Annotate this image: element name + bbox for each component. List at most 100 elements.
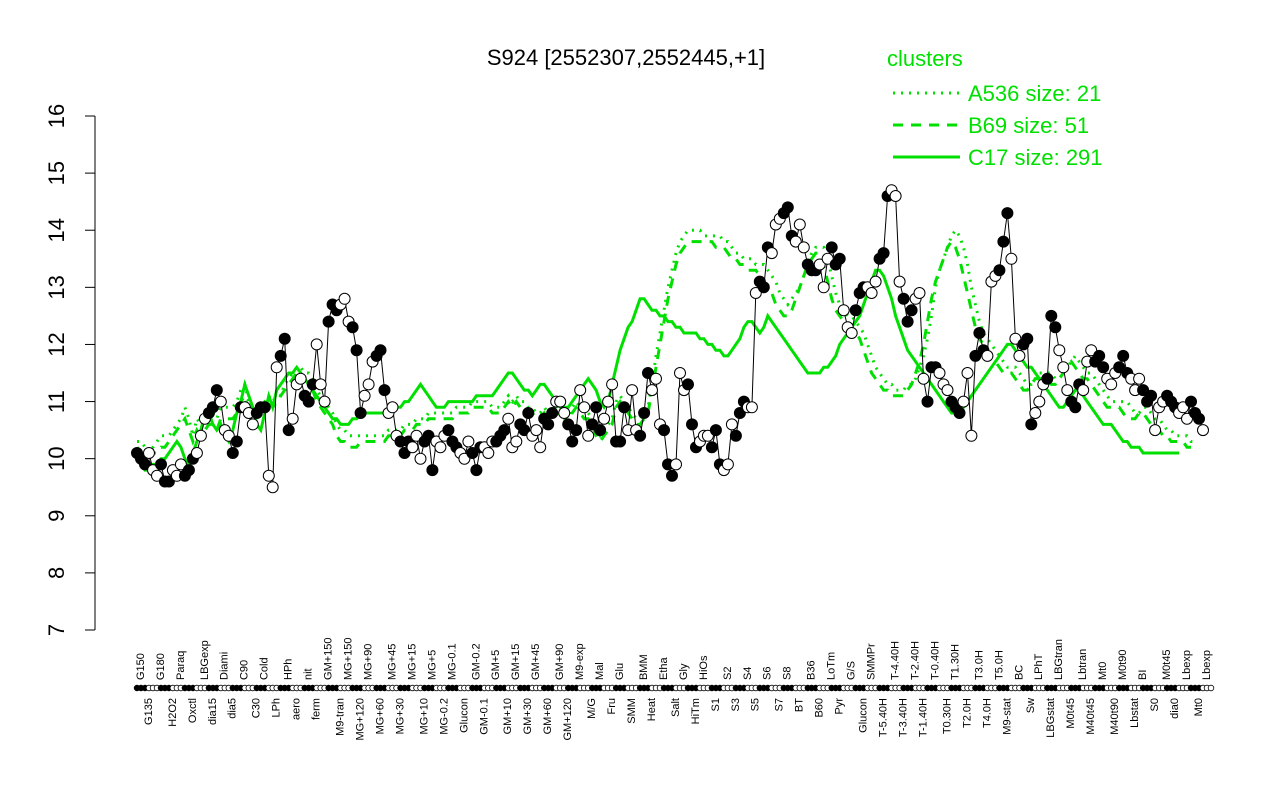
x-tick-label: dia15 bbox=[207, 698, 219, 725]
x-tick-label: M40t45 bbox=[1085, 698, 1097, 735]
data-point bbox=[1113, 361, 1126, 374]
data-point bbox=[725, 418, 738, 431]
x-tick-label: LBGexp bbox=[199, 640, 211, 680]
x-tick-label: dia5 bbox=[227, 698, 239, 719]
x-tick-label: Pyr bbox=[834, 698, 846, 715]
data-point bbox=[143, 447, 155, 459]
x-tick-label: Heat bbox=[646, 698, 658, 721]
data-point bbox=[286, 412, 299, 425]
x-tick-label: T-2.40H bbox=[910, 641, 922, 680]
data-point bbox=[1181, 412, 1193, 425]
x-marker bbox=[1207, 684, 1215, 692]
data-point bbox=[354, 407, 367, 419]
data-point bbox=[530, 424, 543, 437]
x-tick-label: G/S bbox=[846, 661, 858, 680]
data-point bbox=[634, 429, 647, 442]
data-point bbox=[482, 447, 495, 459]
data-point bbox=[542, 418, 555, 431]
x-tick-label: S8 bbox=[782, 667, 794, 680]
x-tick-label: GM-0.1 bbox=[478, 698, 490, 735]
x-tick-label: Mt0 bbox=[1193, 698, 1205, 716]
data-point bbox=[933, 367, 946, 379]
data-point bbox=[1005, 252, 1018, 265]
data-point bbox=[765, 247, 778, 260]
data-point bbox=[502, 412, 515, 425]
x-tick-label: M/G bbox=[586, 698, 598, 719]
x-tick-label: C90 bbox=[239, 660, 251, 680]
data-point bbox=[1085, 344, 1098, 357]
data-point bbox=[666, 469, 678, 482]
x-tick-label: LBGstat bbox=[1045, 698, 1057, 738]
data-point bbox=[817, 281, 830, 294]
data-point bbox=[1093, 349, 1106, 362]
x-tick-label: T3.0H bbox=[973, 650, 985, 680]
y-tick-label: 13 bbox=[44, 275, 69, 299]
data-point bbox=[745, 401, 758, 414]
y-tick-label: 9 bbox=[44, 510, 69, 522]
data-point bbox=[1193, 412, 1205, 425]
data-point bbox=[434, 441, 447, 454]
x-tick-label: LoTm bbox=[826, 652, 838, 680]
data-point bbox=[410, 429, 423, 442]
legend-title: clusters bbox=[887, 46, 963, 71]
y-tick-label: 15 bbox=[44, 161, 69, 185]
data-point bbox=[406, 441, 419, 454]
x-tick-label: MG-0.2 bbox=[438, 698, 450, 735]
x-tick-label: S1 bbox=[710, 698, 722, 711]
x-tick-label: S2 bbox=[722, 667, 734, 680]
x-tick-label: S4 bbox=[742, 667, 754, 680]
data-point bbox=[362, 378, 375, 391]
y-tick-label: 11 bbox=[44, 390, 69, 413]
data-point bbox=[941, 384, 954, 397]
x-tick-label: GM+15 bbox=[510, 644, 522, 680]
data-point bbox=[1009, 332, 1022, 345]
data-point bbox=[913, 287, 926, 299]
data-point bbox=[709, 424, 722, 437]
x-tick-label: T4.0H bbox=[981, 698, 993, 728]
data-point bbox=[1053, 344, 1066, 357]
x-tick-label: S6 bbox=[762, 667, 774, 680]
data-point bbox=[1097, 361, 1110, 374]
x-tick-label: HiTm bbox=[690, 698, 702, 724]
x-tick-label: nit bbox=[303, 668, 315, 680]
x-tick-label: ferm bbox=[311, 698, 323, 720]
data-point bbox=[614, 435, 627, 448]
data-point bbox=[674, 367, 686, 379]
x-tick-label: MG+15 bbox=[406, 644, 418, 680]
x-tick-label: MG+150 bbox=[343, 637, 355, 680]
data-point bbox=[350, 344, 363, 357]
x-tick-label: S5 bbox=[750, 698, 762, 711]
data-point bbox=[398, 447, 411, 459]
data-point bbox=[310, 338, 323, 351]
data-point bbox=[729, 429, 742, 442]
legend-label: A536 size: 21 bbox=[968, 81, 1101, 106]
x-tick-label: Paraq bbox=[175, 651, 187, 680]
data-point bbox=[1041, 372, 1054, 385]
data-point bbox=[701, 429, 714, 442]
chart-title: S924 [2552307,2552445,+1] bbox=[487, 45, 765, 70]
data-point bbox=[338, 292, 351, 305]
x-tick-label: BC bbox=[1013, 665, 1025, 680]
data-point bbox=[139, 458, 151, 471]
data-point bbox=[534, 441, 547, 454]
data-point bbox=[658, 424, 670, 437]
x-tick-label: Salt bbox=[670, 698, 682, 717]
y-axis: 7 8 9 10 11 12 13 14 15 16 bbox=[44, 104, 96, 636]
x-tick-label: Mal bbox=[594, 662, 606, 680]
data-point bbox=[346, 321, 359, 334]
x-tick-label: MG+5 bbox=[426, 650, 438, 680]
x-tick-label: Sw bbox=[1025, 698, 1037, 713]
data-point bbox=[302, 395, 315, 408]
data-point bbox=[414, 452, 427, 465]
x-tick-label: GM+150 bbox=[323, 637, 335, 680]
data-point bbox=[642, 367, 654, 379]
x-tick-label: Lbstat bbox=[1129, 698, 1141, 728]
data-point bbox=[821, 252, 834, 265]
x-tick-label: LPh bbox=[271, 698, 283, 718]
legend-label: C17 size: 291 bbox=[968, 145, 1103, 170]
x-tick-label: B60 bbox=[814, 698, 826, 718]
data-point bbox=[781, 201, 794, 214]
data-point bbox=[426, 464, 439, 477]
x-tick-label: GM+60 bbox=[542, 698, 554, 734]
